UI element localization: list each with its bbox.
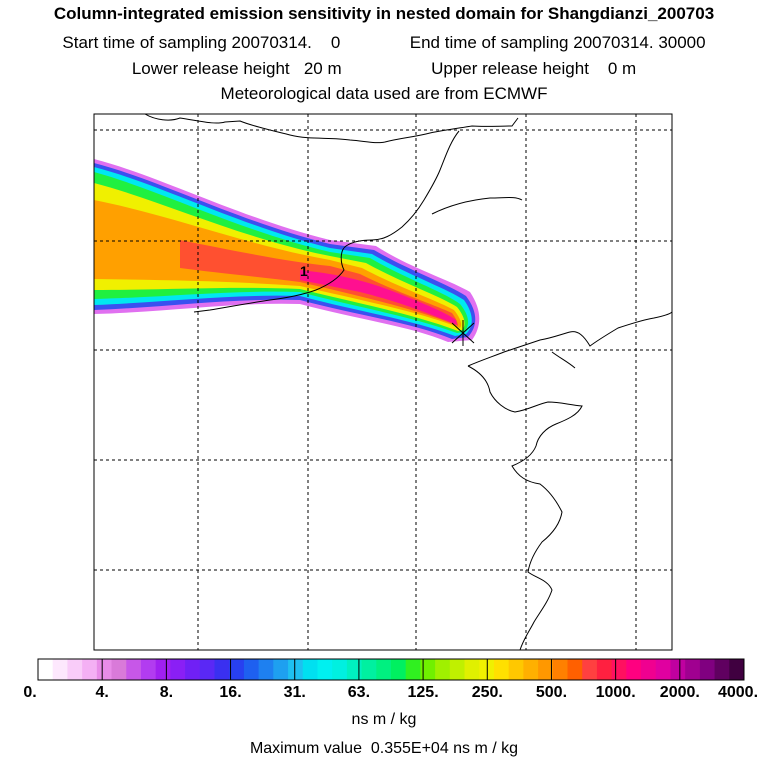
colorbar-cell (464, 659, 480, 680)
colorbar-cell (552, 659, 568, 680)
colorbar-cell (405, 659, 421, 680)
colorbar-cell (685, 659, 701, 680)
colorbar-cell (140, 659, 157, 680)
colorbar-cell (699, 659, 716, 680)
colorbar-cell (435, 659, 451, 680)
colorbar-cell (655, 659, 671, 680)
colorbar-cell (567, 659, 583, 680)
start-time-label: Start time of sampling (62, 33, 227, 52)
colorbar-cell (391, 659, 407, 680)
colorbar-tick-label: 8. (159, 684, 174, 701)
colorbar-cell (214, 659, 230, 680)
colorbar-units: ns m / kg (351, 711, 417, 728)
colorbar-cell (449, 659, 466, 680)
colorbar-cell (67, 659, 83, 680)
max-value-label: Maximum value (249, 740, 362, 757)
colorbar-cell (185, 659, 201, 680)
colorbar-cell (82, 659, 98, 680)
colorbar-cell (229, 659, 245, 680)
colorbar-cell (714, 659, 730, 680)
colorbar-cell (111, 659, 127, 680)
colorbar-cell (641, 659, 657, 680)
start-time-hour: 0 (330, 33, 341, 52)
colorbar-cell (302, 659, 318, 680)
chart-title: Column-integrated emission sensitivity i… (53, 4, 715, 23)
colorbar-cell (626, 659, 642, 680)
upper-height-value: 0 m (607, 59, 637, 78)
colorbar-tick-label: 2000. (659, 684, 700, 701)
colorbar-cell (346, 659, 363, 680)
upper-height-label: Upper release height (431, 59, 589, 78)
colorbar-tick-label: 4. (95, 684, 109, 701)
colorbar-cell (508, 659, 524, 680)
coastline-east (551, 351, 576, 369)
plume-band-magenta-core (300, 270, 457, 325)
colorbar-cell (582, 659, 598, 680)
colorbar-cell (729, 659, 745, 680)
coastline-north (144, 114, 519, 144)
colorbar-cell (199, 659, 215, 680)
colorbar-cell (596, 659, 613, 680)
map-frame (93, 113, 673, 651)
end-time-value: 20070314. 30000 (573, 33, 706, 52)
max-marker: 1 (300, 263, 308, 279)
lower-height-label: Lower release height (131, 59, 290, 78)
release-height-line: Lower release height 20 m Upper release … (0, 59, 768, 79)
plume-layer (94, 159, 480, 342)
colorbar-cell (243, 659, 260, 680)
colorbar-tick-label: 4000. (717, 684, 759, 701)
colorbar-cell (332, 659, 348, 680)
lower-height-value: 20 m (303, 59, 342, 78)
colorbar-tick-label: 0. (23, 684, 37, 701)
colorbar-cell (538, 659, 554, 680)
colorbar-tick-label: 63. (347, 684, 371, 701)
colorbar-cell (170, 659, 186, 680)
colorbar-cell (493, 659, 510, 680)
colorbar-cell (126, 659, 142, 680)
colorbar-cell (38, 659, 54, 680)
colorbar-tick-label: 250. (471, 684, 503, 701)
colorbar-tick-label: 16. (219, 684, 242, 701)
coastline-peninsula (431, 197, 523, 215)
colorbar (38, 659, 745, 680)
colorbar-tick-label: 1000. (595, 684, 636, 701)
colorbar-cell (317, 659, 333, 680)
start-time-value: 20070314. (231, 33, 312, 52)
coastline-korea (467, 365, 583, 650)
colorbar-cell (288, 659, 304, 680)
coastline-korea-north (467, 311, 672, 367)
colorbar-cell (96, 659, 113, 680)
colorbar-tick-label: 500. (535, 684, 568, 701)
colorbar-cell (273, 659, 289, 680)
colorbar-tick-label: 125. (407, 684, 439, 701)
colorbar-cell (155, 659, 171, 680)
met-data-line: Meteorological data used are from ECMWF (220, 84, 548, 103)
station-marker (451, 320, 475, 346)
colorbar-ticks (37, 659, 745, 680)
colorbar-cell (523, 659, 539, 680)
colorbar-cell (376, 659, 392, 680)
colorbar-cell (52, 659, 68, 680)
colorbar-cell (420, 659, 436, 680)
grid-lines (94, 114, 672, 650)
end-time-label: End time of sampling (409, 33, 569, 52)
max-value-line: Maximum value 0.355E+04 ns m / kg (0, 740, 768, 758)
sampling-time-line: Start time of sampling 20070314. 0 End t… (0, 33, 768, 53)
coastline-bay (193, 130, 460, 313)
max-value: 0.355E+04 ns m / kg (370, 740, 519, 757)
colorbar-cell (670, 659, 686, 680)
colorbar-cell (361, 659, 377, 680)
colorbar-cell (258, 659, 274, 680)
colorbar-tick-label: 31. (283, 684, 306, 701)
colorbar-cell (611, 659, 627, 680)
